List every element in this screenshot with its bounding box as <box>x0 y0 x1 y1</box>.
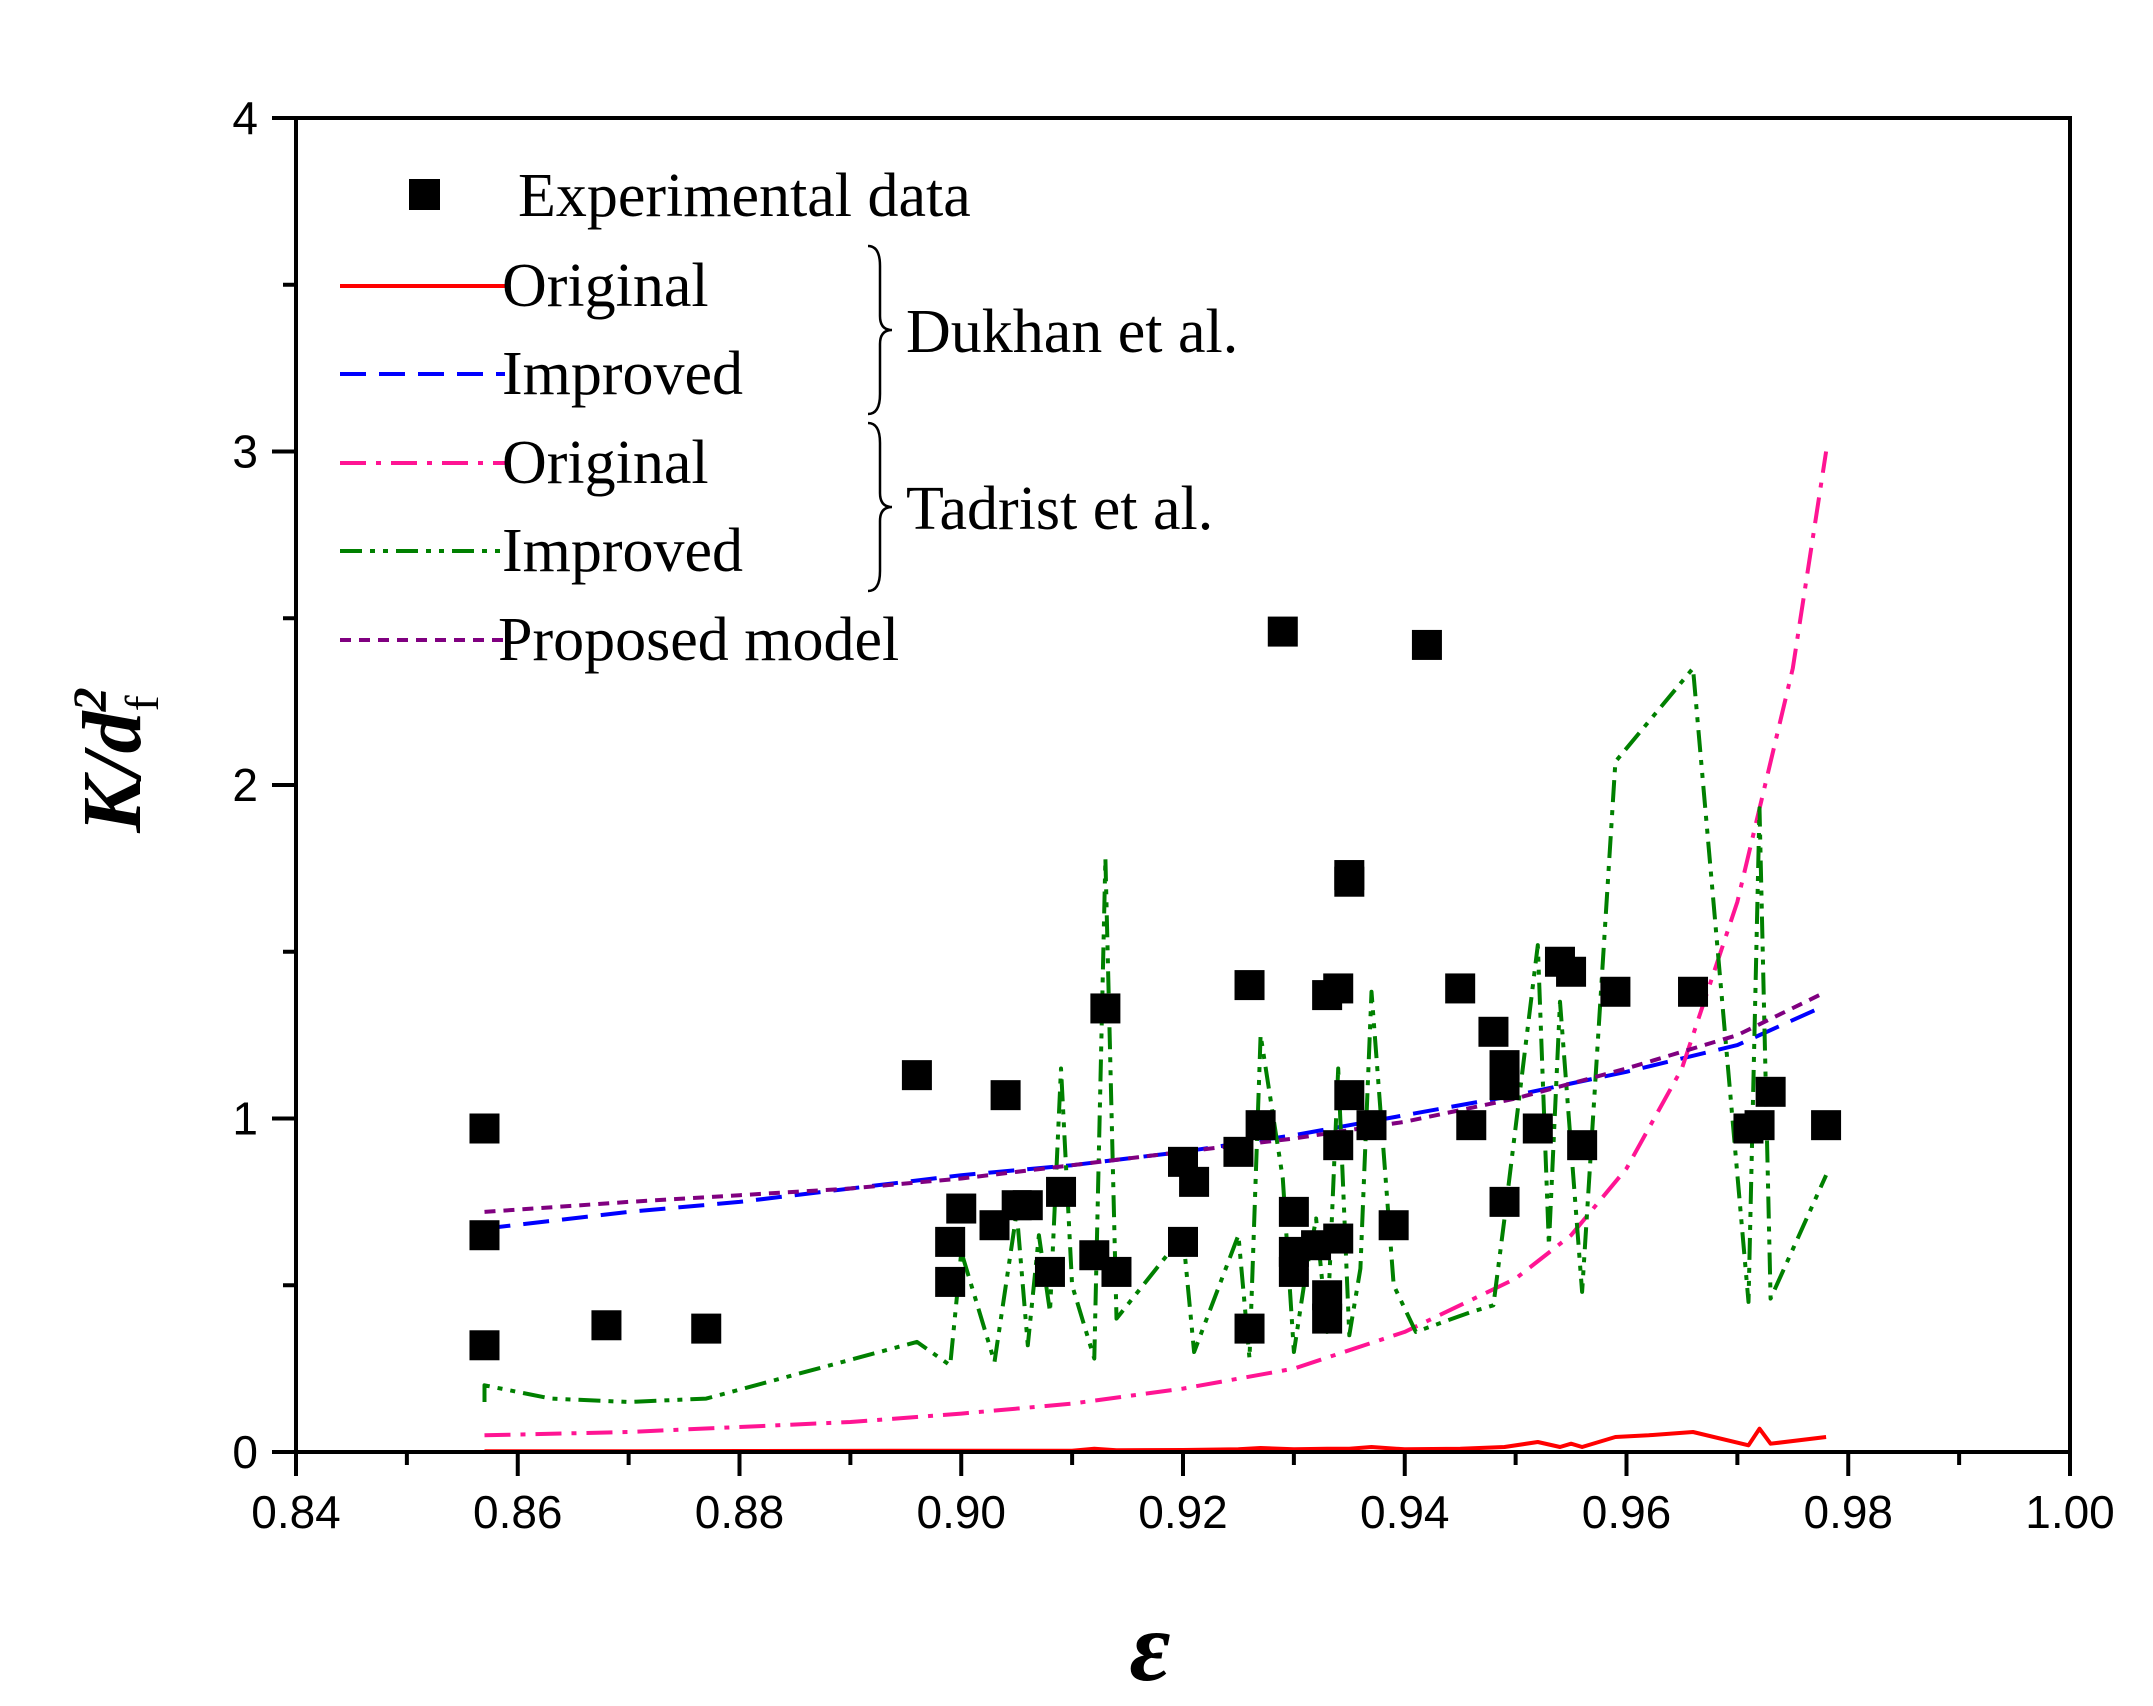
legend: Experimental data Original Improved Origina… <box>340 162 1238 674</box>
data-point-53 <box>1678 976 1709 1007</box>
data-point-55 <box>1744 1110 1775 1141</box>
data-point-56 <box>1755 1076 1786 1107</box>
data-point-28 <box>1278 1256 1309 1287</box>
data-point-16 <box>1090 993 1121 1024</box>
y-axis-title-main: K/d <box>66 709 159 833</box>
data-point-25 <box>1267 616 1298 647</box>
legend-label-2: Improved <box>502 340 743 408</box>
y-tick-label-4: 4 <box>232 92 258 144</box>
data-point-1 <box>469 1220 500 1251</box>
data-point-22 <box>1234 970 1265 1001</box>
legend-label-4: Improved <box>502 517 743 585</box>
legend-brace-0 <box>867 244 893 416</box>
legend-label-3: Original <box>502 429 709 497</box>
y-axis-title-sub: f <box>116 695 169 711</box>
data-point-57 <box>1811 1110 1842 1141</box>
data-point-46 <box>1489 1070 1520 1101</box>
data-point-8 <box>946 1193 977 1224</box>
data-point-26 <box>1278 1196 1309 1227</box>
legend-label-0: Experimental data <box>518 162 971 230</box>
data-point-5 <box>901 1060 932 1091</box>
data-point-42 <box>1445 973 1476 1004</box>
data-point-35 <box>1323 1223 1354 1254</box>
data-point-12 <box>1012 1190 1043 1221</box>
x-tick-label-7: 0.98 <box>1803 1486 1893 1538</box>
data-point-48 <box>1522 1113 1553 1144</box>
data-point-10 <box>990 1080 1021 1111</box>
series-line-4 <box>482 666 1828 1404</box>
data-point-19 <box>1168 1226 1198 1257</box>
data-point-33 <box>1323 973 1354 1004</box>
series-layer <box>482 451 1829 1454</box>
data-point-24 <box>1245 1110 1276 1141</box>
data-point-38 <box>1334 1080 1365 1111</box>
y-tick-label-3: 3 <box>232 426 258 478</box>
x-tick-label-8: 1.00 <box>2025 1486 2115 1538</box>
x-tick-label-5: 0.94 <box>1360 1486 1450 1538</box>
data-point-37 <box>1334 866 1365 897</box>
x-tick-label-1: 0.86 <box>473 1486 563 1538</box>
series-line-3 <box>484 451 1829 1438</box>
data-point-20 <box>1179 1166 1210 1197</box>
data-point-17 <box>1101 1256 1132 1287</box>
data-point-32 <box>1312 1303 1343 1334</box>
data-point-4 <box>691 1313 722 1344</box>
legend-label-5: Proposed model <box>498 606 899 674</box>
data-point-6 <box>935 1226 966 1257</box>
y-tick-label-1: 1 <box>232 1093 258 1145</box>
series-line-5 <box>484 990 1827 1214</box>
legend-brace-1 <box>867 421 893 593</box>
data-point-40 <box>1378 1210 1409 1241</box>
data-point-21 <box>1223 1136 1254 1167</box>
y-tick-label-0: 0 <box>232 1426 258 1478</box>
x-tick-label-2: 0.88 <box>695 1486 785 1538</box>
y-axis-title-sup: 2 <box>64 687 117 712</box>
legend-group-label-1: Tadrist et al. <box>906 475 1213 543</box>
data-point-41 <box>1411 629 1442 660</box>
x-tick-label-6: 0.96 <box>1582 1486 1672 1538</box>
data-point-23 <box>1234 1313 1265 1344</box>
x-tick-label-0: 0.84 <box>251 1486 341 1538</box>
legend-marker-0 <box>409 179 440 210</box>
legend-label-1: Original <box>502 252 709 320</box>
x-tick-label-4: 0.92 <box>1138 1486 1228 1538</box>
data-point-34 <box>1323 1130 1354 1161</box>
data-point-51 <box>1567 1130 1598 1161</box>
legend-group-label-0: Dukhan et al. <box>906 298 1238 366</box>
y-tick-label-2: 2 <box>232 759 258 811</box>
data-point-43 <box>1456 1110 1487 1141</box>
points-layer <box>469 616 1842 1361</box>
data-point-0 <box>469 1113 500 1144</box>
x-tick-label-3: 0.90 <box>916 1486 1006 1538</box>
data-point-2 <box>469 1330 500 1361</box>
data-point-50 <box>1556 956 1587 987</box>
data-point-7 <box>935 1266 966 1297</box>
series-line-2 <box>484 1003 1827 1231</box>
data-point-44 <box>1478 1016 1509 1047</box>
data-point-13 <box>1034 1256 1065 1287</box>
series-line-1 <box>484 1426 1827 1454</box>
data-point-14 <box>1046 1176 1077 1207</box>
data-point-47 <box>1489 1186 1520 1217</box>
x-axis-title: ε <box>1129 1591 1170 1702</box>
data-point-39 <box>1356 1110 1387 1141</box>
data-point-3 <box>591 1310 622 1341</box>
axes: 0.84 0.86 0.88 0.90 0.92 0.94 0.96 0.98 1.00 0 1 2 3… <box>232 92 2114 1538</box>
y-axis-title: K/d2f <box>64 687 169 833</box>
data-point-52 <box>1600 976 1631 1007</box>
